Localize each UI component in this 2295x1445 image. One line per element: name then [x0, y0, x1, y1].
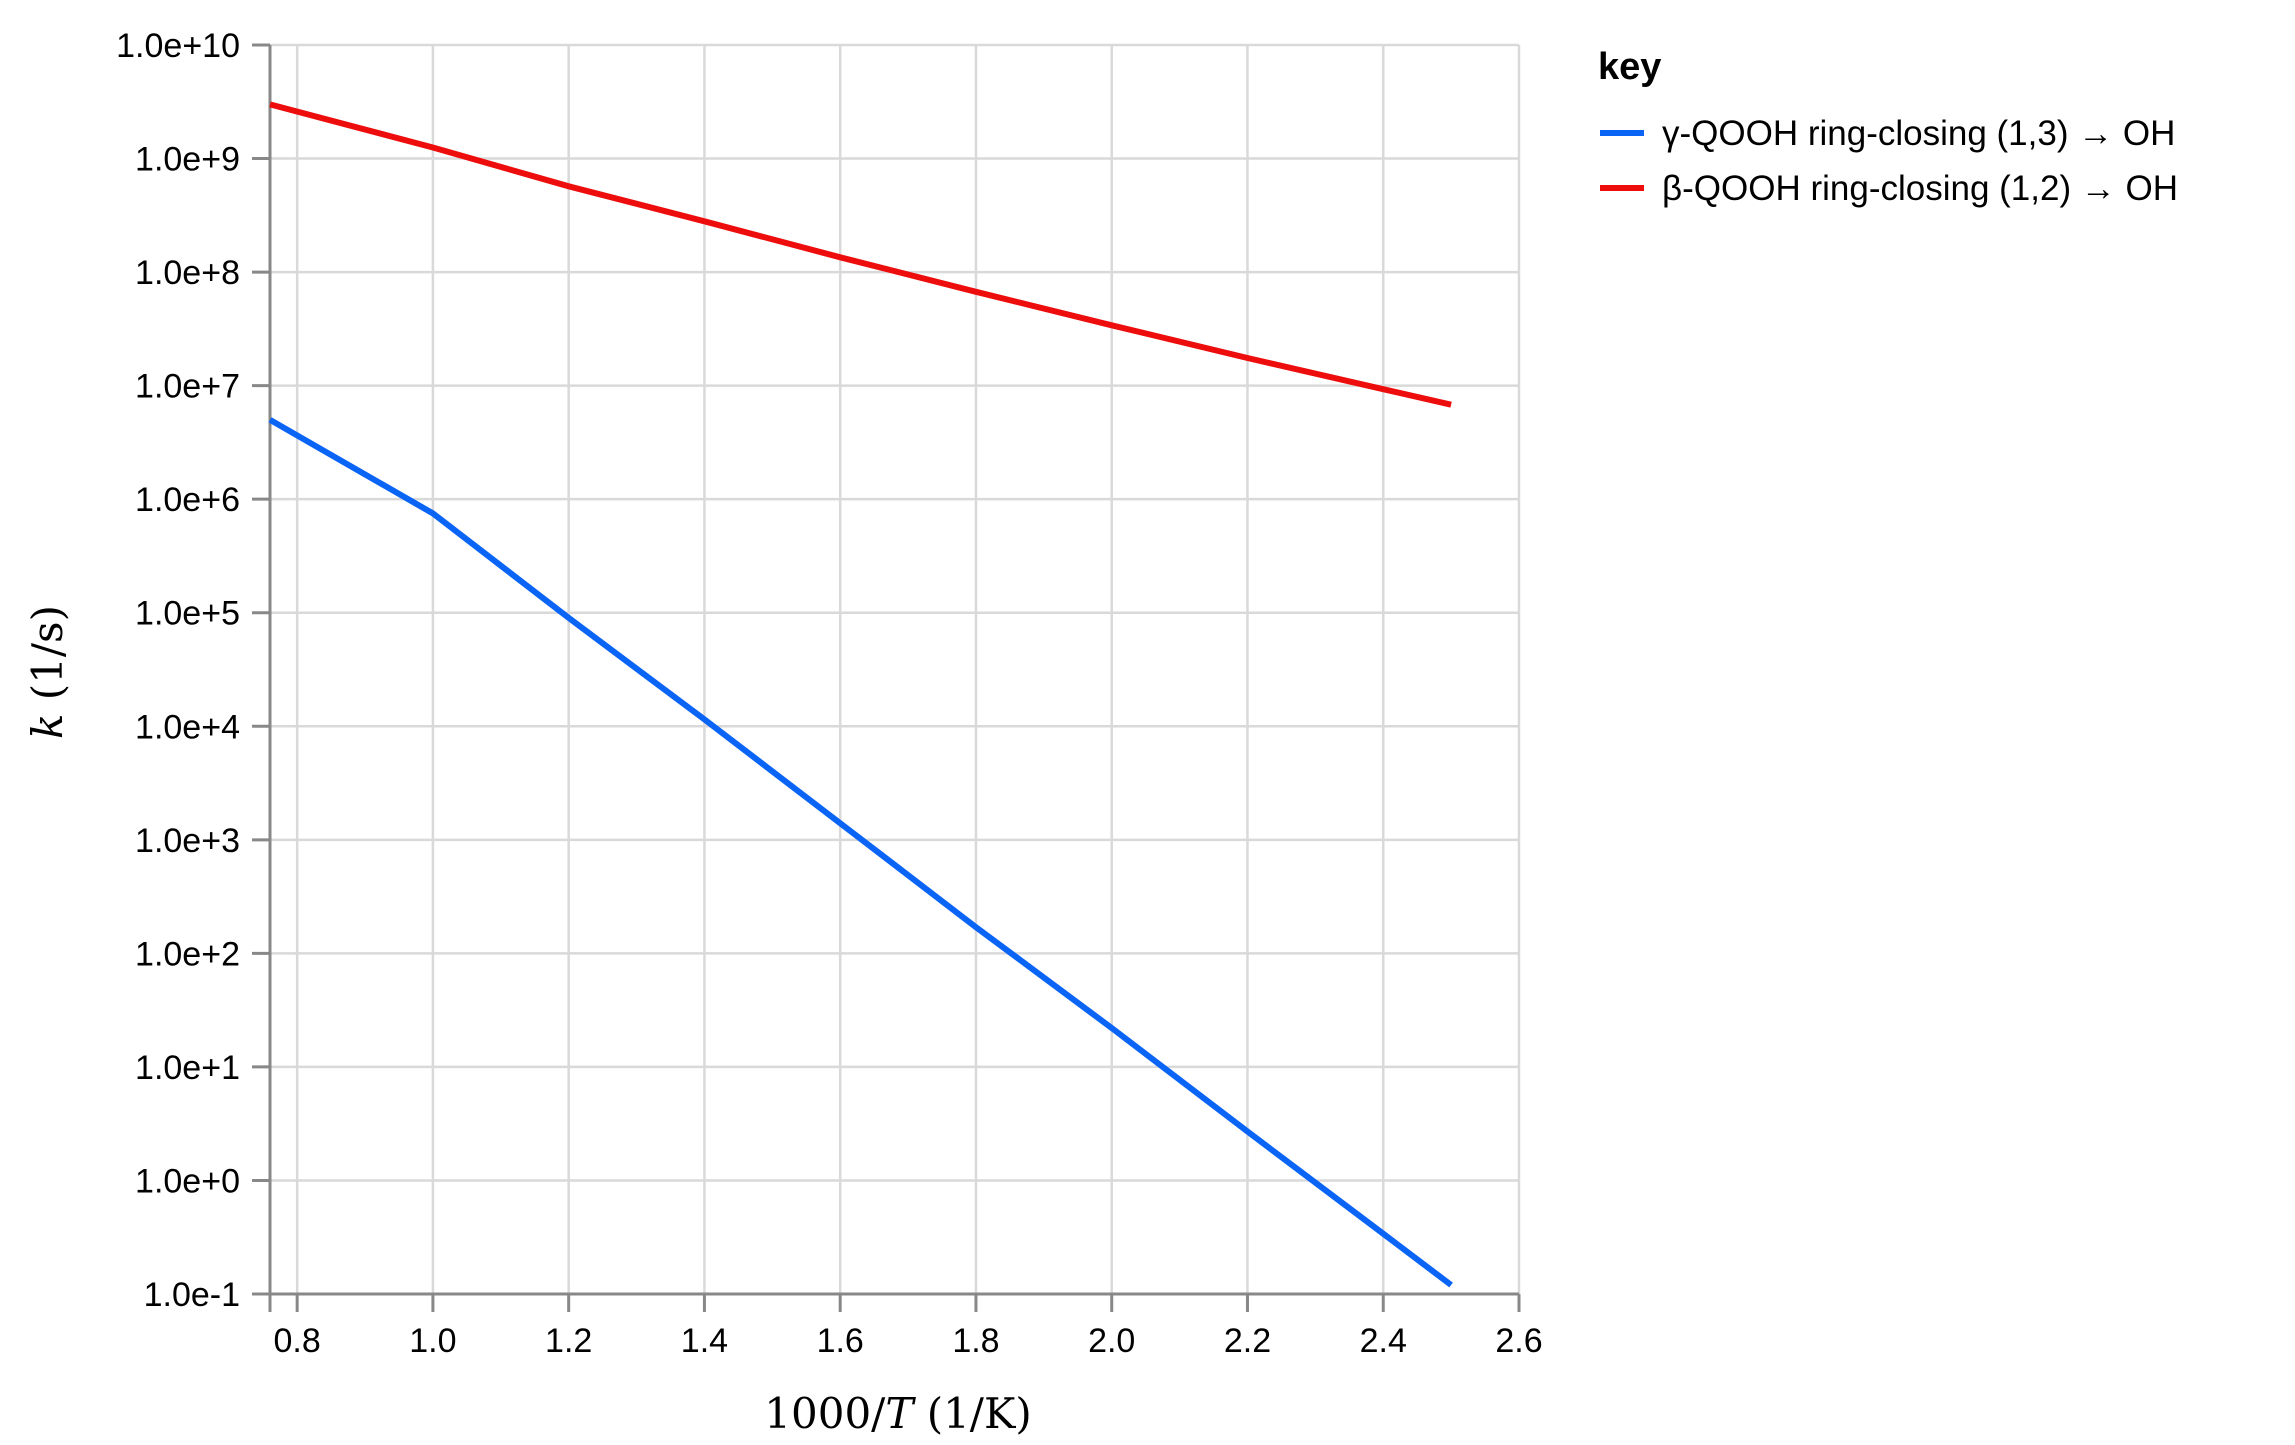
- y-tick-label: 1.0e+7: [135, 368, 240, 406]
- x-tick-label: 2.2: [1224, 1322, 1271, 1360]
- series-line-gamma: [268, 417, 1453, 1288]
- x-tick-label: 2.6: [1495, 1322, 1542, 1360]
- y-tick-label: 1.0e-1: [144, 1276, 240, 1314]
- x-tick-label: 2.4: [1360, 1322, 1407, 1360]
- series-line-beta: [269, 101, 1452, 408]
- legend-title: key: [1598, 46, 1661, 88]
- y-axis-title-unit: (1/s): [23, 605, 72, 714]
- y-tick-label: 1.0e+10: [116, 27, 240, 65]
- y-tick-label: 1.0e+0: [135, 1162, 240, 1200]
- x-axis-ticks: 0.8 1.0 1.2 1.4 1.6 1.8 2.0 2.2 2.4 2.6: [274, 1294, 1543, 1360]
- x-tick-label: 0.8: [274, 1322, 321, 1360]
- x-tick-label: 2.0: [1088, 1322, 1135, 1360]
- x-axis-title-unit: (1/K): [913, 1389, 1031, 1438]
- legend: key γ-QOOH ring-closing (1,3) → OH β-QOO…: [1598, 46, 2178, 208]
- y-tick-label: 1.0e+8: [135, 254, 240, 292]
- y-tick-label: 1.0e+6: [135, 481, 240, 519]
- x-tick-label: 1.8: [952, 1322, 999, 1360]
- legend-label-gamma: γ-QOOH ring-closing (1,3) → OH: [1662, 114, 2175, 153]
- y-axis-ticks: 1.0e-1 1.0e+0 1.0e+1 1.0e+2 1.0e+3 1.0e+4 1.0e…: [116, 27, 270, 1314]
- y-tick-label: 1.0e+5: [135, 595, 240, 633]
- y-axis-title-var: k: [23, 714, 72, 739]
- y-tick-label: 1.0e+2: [135, 935, 240, 973]
- y-tick-label: 1.0e+4: [135, 708, 240, 746]
- x-tick-label: 1.6: [817, 1322, 864, 1360]
- y-axis-title: k (1/s): [23, 605, 72, 739]
- x-axis-title: 1000/T (1/K): [764, 1389, 1031, 1438]
- axes: [252, 45, 1519, 1312]
- y-tick-label: 1.0e+1: [135, 1049, 240, 1087]
- x-tick-label: 1.2: [545, 1322, 592, 1360]
- series-lines: [268, 101, 1453, 1288]
- x-axis-title-var: T: [885, 1389, 916, 1438]
- y-tick-label: 1.0e+9: [135, 141, 240, 179]
- grid: [270, 43, 1521, 1296]
- legend-label-beta: β-QOOH ring-closing (1,2) → OH: [1662, 169, 2178, 208]
- x-tick-label: 1.4: [681, 1322, 728, 1360]
- y-tick-label: 1.0e+3: [135, 822, 240, 860]
- x-axis-title-prefix: 1000/: [764, 1389, 886, 1438]
- x-tick-label: 1.0: [409, 1322, 456, 1360]
